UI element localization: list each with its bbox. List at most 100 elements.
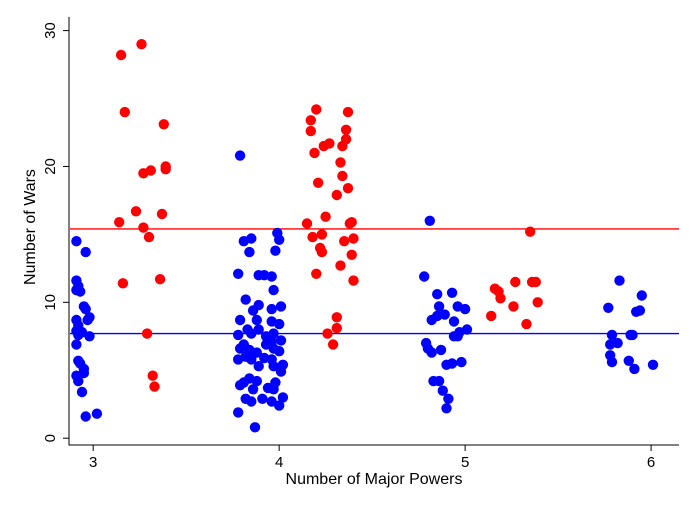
data-point-s0-53 <box>251 314 262 326</box>
data-point-s0-87 <box>419 271 430 282</box>
data-point-s1-38 <box>335 157 346 168</box>
data-point-s1-36 <box>331 189 342 201</box>
data-point-s1-37 <box>335 260 346 271</box>
data-point-s0-41 <box>244 246 255 258</box>
data-point-s0-26 <box>234 150 246 161</box>
data-point-s0-123 <box>627 329 638 341</box>
data-point-s1-11 <box>147 370 158 381</box>
data-point-s1-13 <box>154 274 166 285</box>
data-point-s1-49 <box>348 233 359 244</box>
data-point-s0-24 <box>80 411 91 422</box>
data-point-s0-82 <box>274 346 285 357</box>
data-point-s0-56 <box>253 361 264 372</box>
frame <box>68 17 679 446</box>
data-point-s0-119 <box>612 337 623 349</box>
data-point-s1-32 <box>324 138 335 149</box>
data-points <box>71 39 659 433</box>
data-point-s1-5 <box>136 39 147 50</box>
data-point-s0-37 <box>240 294 251 305</box>
data-point-s0-58 <box>257 393 268 404</box>
data-point-s1-34 <box>331 312 342 323</box>
data-point-s1-1 <box>114 217 125 228</box>
data-point-s1-23 <box>311 104 322 115</box>
data-point-s1-55 <box>508 301 519 312</box>
data-point-s0-0 <box>71 236 82 247</box>
data-point-s1-8 <box>141 328 153 339</box>
data-point-s1-61 <box>532 297 543 308</box>
data-point-s1-60 <box>530 276 541 288</box>
x-tick-label-6: 6 <box>647 454 655 471</box>
data-point-s1-31 <box>322 328 333 339</box>
data-point-s0-98 <box>433 375 445 387</box>
data-point-s0-35 <box>233 407 244 418</box>
data-point-s1-20 <box>305 115 316 126</box>
data-point-s0-113 <box>461 324 473 335</box>
data-point-s0-9 <box>71 339 82 350</box>
data-point-s0-57 <box>251 375 262 387</box>
data-point-s1-51 <box>486 310 497 322</box>
data-point-s0-105 <box>448 316 460 327</box>
data-point-s1-47 <box>346 217 357 228</box>
data-point-s1-40 <box>337 170 348 182</box>
data-point-s1-4 <box>130 206 142 217</box>
data-point-s0-85 <box>277 392 289 403</box>
y-axis-ticks: 0 10 20 30 <box>42 22 69 442</box>
data-point-s1-30 <box>320 211 331 222</box>
axes <box>68 17 679 446</box>
data-point-s0-127 <box>636 290 647 301</box>
data-point-s0-29 <box>233 329 244 341</box>
data-point-s0-17 <box>80 303 91 315</box>
data-point-s1-25 <box>313 177 324 188</box>
data-point-s1-28 <box>316 229 328 240</box>
data-point-s0-42 <box>246 233 257 244</box>
data-point-s1-10 <box>145 165 156 176</box>
y-tick-label-30: 30 <box>42 22 59 39</box>
data-point-s0-54 <box>253 324 264 335</box>
data-point-s0-68 <box>268 328 279 339</box>
data-point-s1-54 <box>495 293 506 304</box>
data-point-s0-4 <box>75 286 86 297</box>
data-point-s0-65 <box>268 284 279 296</box>
data-point-s0-128 <box>647 359 659 370</box>
data-point-s0-103 <box>443 393 454 404</box>
data-point-s0-72 <box>268 361 279 372</box>
data-point-s1-42 <box>340 134 352 145</box>
data-point-s0-111 <box>456 356 467 368</box>
x-axis-title: Number of Major Powers <box>286 471 463 488</box>
data-point-s1-35 <box>331 322 342 334</box>
y-tick-label-10: 10 <box>42 294 59 311</box>
data-point-s0-120 <box>614 275 625 286</box>
data-point-s0-84 <box>275 366 287 377</box>
data-point-s0-124 <box>629 363 640 375</box>
data-point-s0-104 <box>446 287 458 298</box>
y-tick-label-0: 0 <box>42 434 59 442</box>
reference-lines <box>70 228 679 335</box>
data-point-s1-41 <box>339 236 350 247</box>
data-point-s0-95 <box>433 301 445 312</box>
data-point-s1-17 <box>160 164 171 175</box>
data-point-s1-2 <box>117 278 129 289</box>
y-axis-title: Number of Wars <box>22 169 39 285</box>
data-point-s1-24 <box>311 268 322 279</box>
data-point-s0-79 <box>275 301 287 312</box>
data-point-s1-48 <box>346 249 357 260</box>
data-point-s1-58 <box>525 226 536 237</box>
data-point-s0-117 <box>606 356 618 368</box>
x-tick-label-3: 3 <box>89 454 97 471</box>
data-point-s0-126 <box>634 305 646 316</box>
data-point-s1-33 <box>327 339 339 350</box>
data-point-s1-50 <box>348 275 359 286</box>
x-tick-label-5: 5 <box>461 454 469 471</box>
data-point-s1-18 <box>301 218 313 229</box>
data-point-s1-12 <box>149 381 160 392</box>
data-point-s0-22 <box>78 367 90 379</box>
data-point-s0-121 <box>623 355 634 366</box>
data-point-s0-74 <box>268 384 279 395</box>
data-point-s1-9 <box>143 231 155 243</box>
data-point-s0-118 <box>606 329 618 341</box>
data-point-s1-43 <box>340 124 352 135</box>
data-point-s0-78 <box>274 234 285 245</box>
data-point-s0-12 <box>73 375 84 387</box>
